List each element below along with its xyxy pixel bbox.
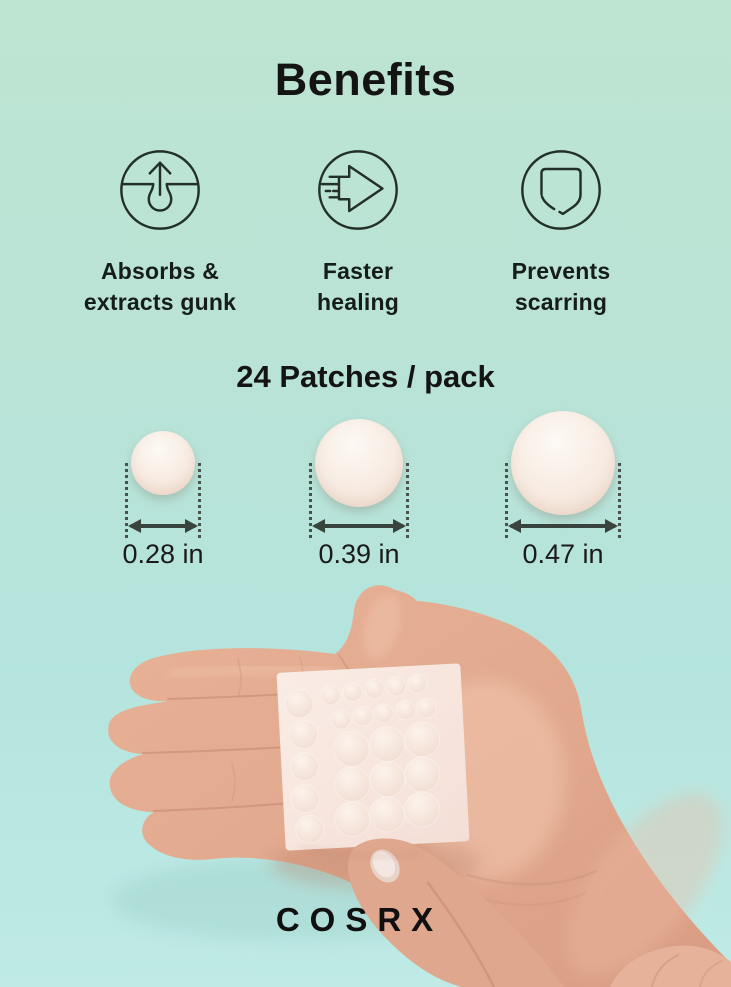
product-photo: COSRX [0, 585, 731, 987]
measure-arrow [508, 519, 618, 532]
measure-arrow [128, 519, 198, 532]
pore-extraction-icon [119, 149, 201, 231]
measure-guide-left [505, 463, 508, 538]
size-label: 0.39 in [318, 539, 400, 569]
benefit-scarring: Prevents scarring [446, 149, 676, 318]
hand-holding-patch-sheet-illustration [108, 585, 731, 987]
measure-arrow [312, 519, 406, 532]
benefit-label: Prevents scarring [511, 258, 611, 315]
measure-guide-right [406, 463, 409, 538]
fast-arrow-icon [317, 149, 399, 231]
patch-circle [511, 411, 615, 515]
patch-size-small: 0.28 in [121, 410, 205, 582]
benefit-absorbs: Absorbs & extracts gunk [45, 149, 275, 318]
shield-icon [520, 149, 602, 231]
patch-size-large: 0.47 in [501, 410, 625, 582]
benefit-label: Absorbs & extracts gunk [83, 258, 237, 315]
patch-sheet [276, 663, 470, 851]
measure-guide-left [125, 463, 128, 538]
patch-circle [131, 431, 195, 495]
brand-logo: COSRX [275, 901, 444, 938]
size-label: 0.28 in [122, 539, 204, 569]
patch-size-medium: 0.39 in [305, 410, 413, 582]
benefits-title: Benefits [274, 54, 457, 105]
size-label: 0.47 in [522, 539, 604, 569]
benefit-healing: Faster healing [243, 149, 473, 318]
measure-guide-right [618, 463, 621, 538]
patch-circle [315, 419, 403, 507]
measure-guide-right [198, 463, 201, 538]
benefit-label: Faster healing [317, 258, 399, 315]
measure-guide-left [309, 463, 312, 538]
pack-title: 24 Patches / pack [236, 359, 495, 394]
